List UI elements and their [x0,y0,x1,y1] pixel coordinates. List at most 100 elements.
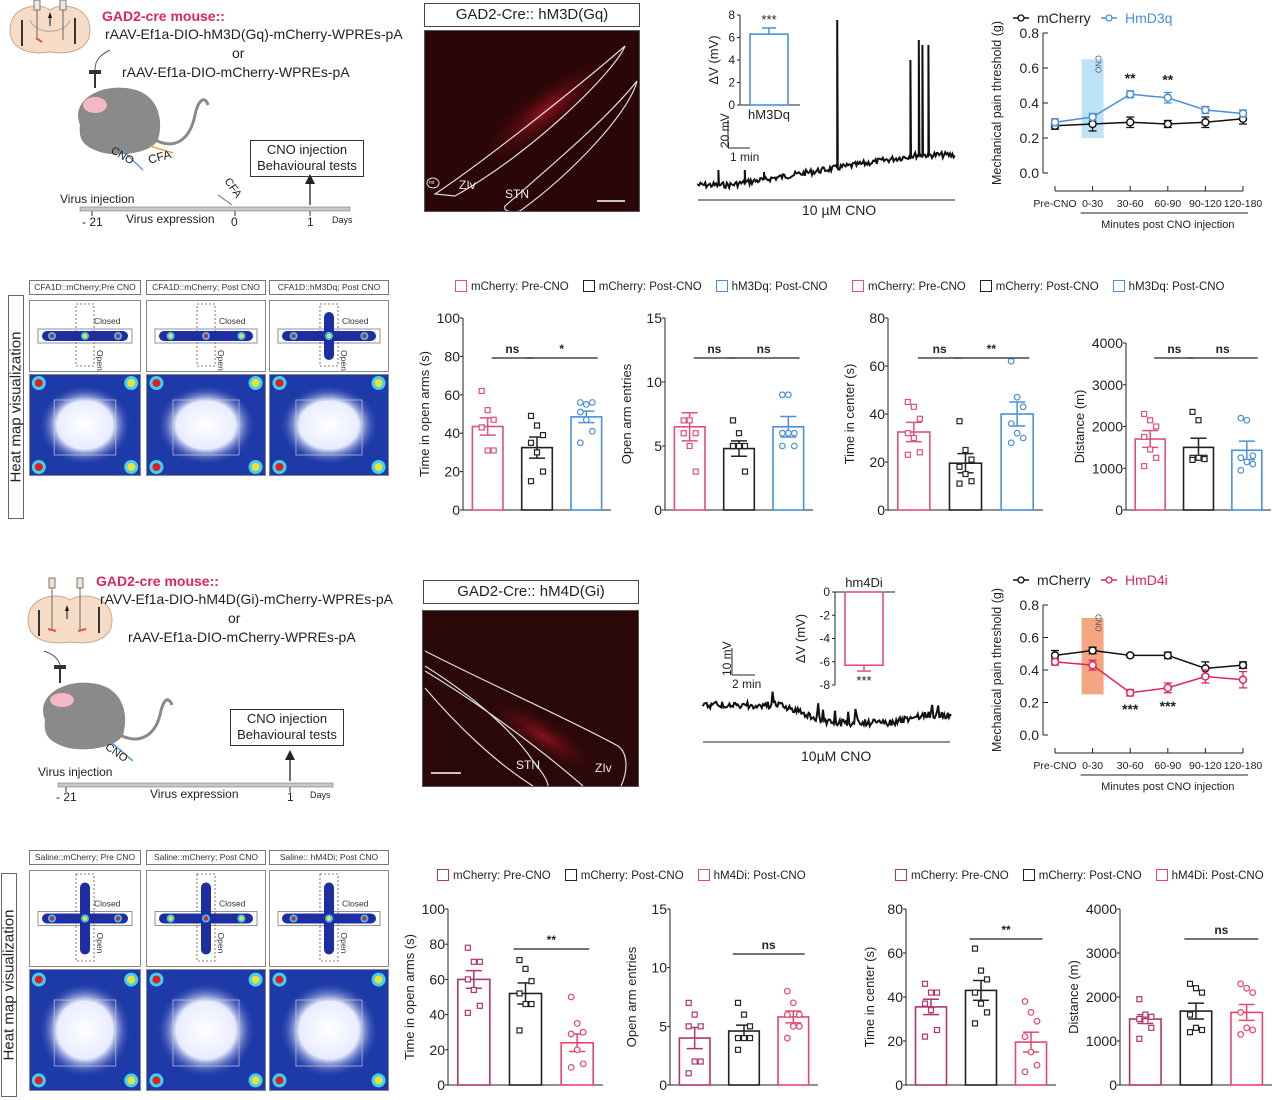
inset-significance: *** [856,673,871,688]
data-point [516,1027,523,1034]
y-tick-label: 80 [429,936,445,952]
heatmap-label: Saline::mCherry; Pre CNO [29,850,141,865]
data-point [910,403,917,410]
data-point [1237,414,1245,422]
data-point [983,1009,991,1016]
legend-label: mCherry: Post-CNO [598,281,702,293]
open-label: Open [339,350,349,371]
y-tick-label: 15 [646,310,662,326]
data-point [1243,416,1251,424]
heatmap-side-label-text: Heat map visualization [0,909,18,1061]
legend-swatch [697,869,710,881]
y-tick-label: 5 [654,438,662,454]
data-point [983,976,991,983]
heatmap-label: CFA1D::mCherry; Post CNO [146,280,266,295]
bar-chart: 0 20 40 60 80 100 Time in open arms (s) ns * [415,305,615,520]
significance-marker: *** [1122,701,1139,717]
maze-drawing: Closed Open [277,303,381,371]
data-point [795,1011,803,1018]
legend-label: HmD4i [1125,572,1168,588]
legend-label: mCherry: Pre-CNO [453,870,551,882]
cno-box-line1: CNO injection [246,711,328,726]
image-title-hm3d: GAD2-Cre:: hM3D(Gq) [424,3,640,27]
closed-label: Closed [342,316,369,326]
data-point [1027,1008,1035,1016]
line-chart-hm4d: mCherry HmD4i CNO 0.0 0.2 0.4 0.6 0.8 Mechanical… [975,570,1280,800]
data-point [588,427,596,435]
data-point [1088,119,1097,129]
trace-drawing: 0 -2 -4 -6 -8 *** hm4Di ΔV (mV) [702,575,952,743]
series-line-HmD4i [1054,661,1244,694]
legend: mCherry: Pre-CNO mCherry: Post-CNO hM3Dq: … [852,280,1239,293]
data-point [528,978,535,985]
y-tick-label: 10 [651,960,667,976]
significance-label: * [559,342,564,356]
y-tick-label: 60 [429,971,445,987]
histology-image-hm4d: STN ZIv [422,610,639,787]
data-point [573,1046,581,1054]
maze-heatmap: Closed Open [29,300,141,372]
open-field-drawing [272,972,386,1088]
bar-chart-svg: 0 20 40 60 80 Time in center (s) ** [862,901,1056,1093]
virus-construct-2: rAAV-Ef1a-DIO-mCherry-WPREs-pA [122,64,350,80]
data-point [527,412,535,420]
data-point [1125,688,1135,697]
data-point [956,463,963,470]
data-point [1013,393,1021,401]
data-point [1186,980,1194,987]
legend-label: hM4Di: Post-CNO [1171,870,1264,882]
legend-label: mCherry [1037,572,1091,588]
data-point [1163,683,1173,693]
data-point [1153,454,1160,461]
data-point [1148,1013,1155,1020]
data-point [484,407,491,414]
inset-y-label: ΔV (mV) [706,35,721,84]
y-tick-label: 0.2 [1020,130,1040,146]
inset-tick-label: -2 [819,608,830,622]
data-point [567,1030,575,1038]
x-tick-label: 120-180 [1224,760,1263,772]
data-point [1201,672,1210,681]
legend: mCherry: Pre-CNO mCherry: Post-CNO hM4Di: … [895,869,1278,882]
data-point [740,1034,748,1042]
data-point [582,400,590,408]
data-point [790,442,798,450]
y-axis-label: Time in open arms (s) [417,351,432,477]
virus-construct-1: rAVV-Ef1a-DIO-hM4D(Gi)-mCherry-WPREs-pA [100,591,393,607]
legend-label: mCherry: Pre-CNO [471,281,569,293]
legend-label: hM3Dq: Post-CNO [1128,281,1225,293]
closed-label: Closed [342,899,369,909]
significance-marker: ** [1162,72,1173,88]
open-label: Open [216,933,226,954]
data-point [1125,118,1135,127]
data-point [784,391,792,399]
bar-chart-svg: 0 1000 2000 3000 4000 Distance (m) ns ns [1072,335,1271,518]
legend-swatch [1022,869,1035,881]
histology-image-hm3d: ZIv STN mt [424,30,640,212]
data-point [576,399,584,406]
legend-item: mCherry: Pre-CNO [455,280,569,293]
bar [914,1006,948,1086]
y-tick-label: 40 [444,425,460,441]
data-point [516,990,523,997]
tick-1: 1 [287,790,294,804]
center-occupancy [279,385,379,465]
inset-bar [844,591,884,667]
data-point [1198,989,1206,996]
legend-marker [1017,576,1025,584]
data-point [1195,417,1202,424]
data-point [1136,1015,1143,1023]
cno-box-line2: Behavioural tests [237,727,337,742]
data-point [734,1034,742,1042]
data-point [1021,1068,1029,1076]
data-point [1142,1018,1149,1025]
y-tick-label: 0 [452,502,460,518]
brain-section-icon [9,0,91,54]
data-point [692,430,699,437]
voltage-trace [697,19,956,191]
data-point [968,478,975,485]
inset-category-label: hm4Di [845,575,883,590]
schematic-hm3d: GAD2-cre mouse:: rAAV-Ef1a-DIO-hM3D(Gq)-… [0,0,403,240]
stn-label: STN [505,187,529,201]
center-occupancy [38,982,132,1078]
